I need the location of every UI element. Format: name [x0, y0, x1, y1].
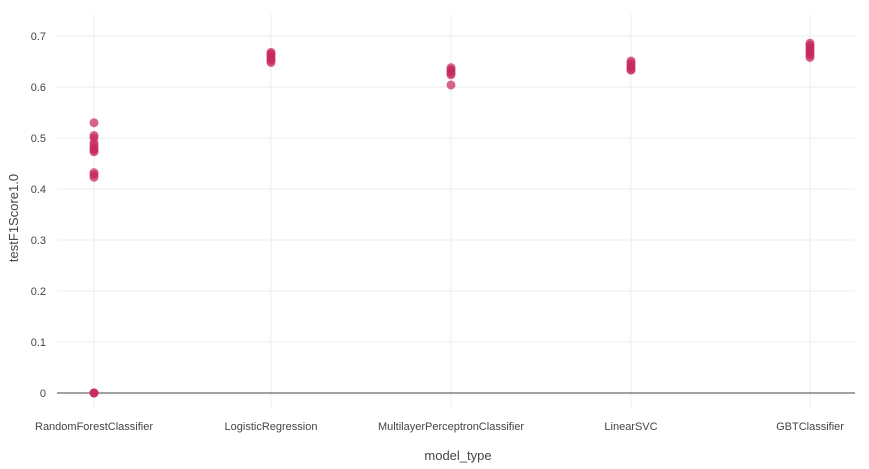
data-point[interactable] — [89, 147, 99, 157]
grid-layer — [57, 14, 855, 408]
y-axis-title: testF1Score1.0 — [6, 174, 21, 262]
y-tick-label: 0 — [40, 388, 46, 400]
data-point[interactable] — [266, 58, 276, 68]
y-tick-label: 0.1 — [31, 337, 46, 349]
y-tick-label: 0.5 — [31, 133, 46, 145]
data-point[interactable] — [805, 52, 815, 62]
data-point[interactable] — [626, 65, 636, 75]
x-tick-label: LinearSVC — [604, 421, 657, 433]
point-layer — [89, 38, 815, 398]
y-tick-label: 0.2 — [31, 286, 46, 298]
y-tick-label: 0.4 — [31, 184, 46, 196]
x-tick-label: LogisticRegression — [225, 421, 318, 433]
y-tick-label: 0.7 — [31, 31, 46, 43]
data-point[interactable] — [89, 388, 99, 398]
x-axis-title: model_type — [424, 448, 491, 463]
data-point[interactable] — [89, 172, 99, 182]
x-tick-labels: RandomForestClassifier LogisticRegression… — [35, 421, 844, 433]
data-point[interactable] — [446, 70, 456, 80]
y-tick-label: 0.3 — [31, 235, 46, 247]
x-tick-label: GBTClassifier — [776, 421, 844, 433]
data-point[interactable] — [446, 80, 456, 90]
x-tick-label: RandomForestClassifier — [35, 421, 153, 433]
y-tick-labels: 0 0.1 0.2 0.3 0.4 0.5 0.6 0.7 — [31, 31, 46, 400]
x-tick-label: MultilayerPerceptronClassifier — [378, 421, 524, 433]
data-point[interactable] — [89, 118, 99, 128]
y-tick-label: 0.6 — [31, 82, 46, 94]
